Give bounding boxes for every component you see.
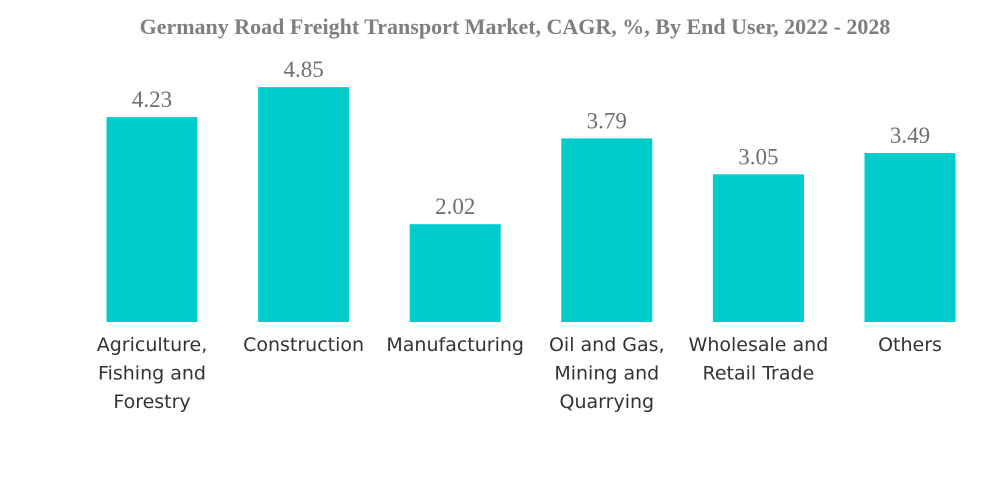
category-label-0: Agriculture, Fishing and Forestry xyxy=(97,334,208,413)
bar-4 xyxy=(712,174,804,322)
value-label-1: 4.85 xyxy=(283,57,323,82)
value-label-2: 2.02 xyxy=(435,194,475,219)
bar-1 xyxy=(258,87,350,322)
chart-title: Germany Road Freight Transport Market, C… xyxy=(139,14,891,39)
category-label-4: Wholesale and Retail Trade xyxy=(689,334,829,385)
value-label-0: 4.23 xyxy=(132,87,172,112)
value-label-4: 3.05 xyxy=(738,144,778,169)
value-label-3: 3.79 xyxy=(587,108,627,133)
category-label-1: Construction xyxy=(243,334,364,356)
value-label-5: 3.49 xyxy=(890,123,930,148)
category-label-2: Manufacturing xyxy=(386,334,524,356)
bar-5 xyxy=(864,153,956,322)
bar-2 xyxy=(409,224,501,322)
bar-0 xyxy=(106,117,198,322)
category-label-5: Others xyxy=(878,334,942,356)
category-label-3: Oil and Gas, Mining and Quarrying xyxy=(549,334,665,413)
bar-3 xyxy=(561,138,653,322)
